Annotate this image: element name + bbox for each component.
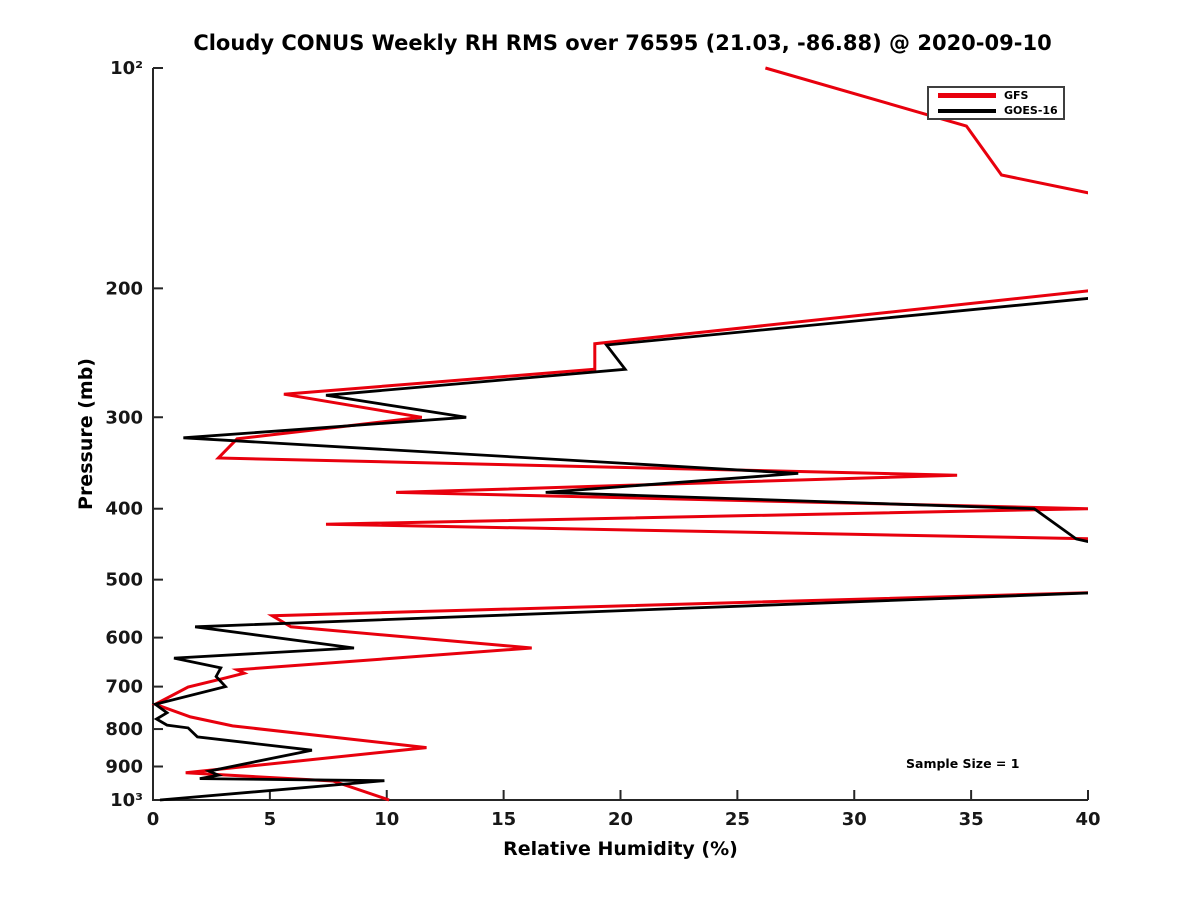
x-tick-label: 40	[1075, 809, 1100, 830]
x-tick-label: 25	[725, 809, 750, 830]
y-tick-label: 600	[105, 628, 143, 649]
legend: GFS GOES-16	[927, 86, 1065, 120]
y-tick-label: 400	[105, 499, 143, 520]
y-tick-label: 300	[105, 407, 143, 428]
y-tick-label: 10²	[110, 58, 143, 79]
gfs-line-sample	[938, 93, 996, 98]
series-group	[151, 66, 1088, 802]
y-tick-label: 700	[105, 677, 143, 698]
x-tick-label: 0	[147, 809, 160, 830]
x-tick-label: 5	[264, 809, 277, 830]
x-tick-label: 10	[374, 809, 399, 830]
legend-label-goes16: GOES-16	[1004, 104, 1058, 117]
y-tick-label: 10³	[110, 790, 143, 811]
legend-item-goes16: GOES-16	[938, 104, 1063, 117]
x-tick-label: 20	[608, 809, 633, 830]
x-tick-label: 35	[959, 809, 984, 830]
y-tick-label: 900	[105, 757, 143, 778]
x-tick-label: 30	[842, 809, 867, 830]
y-tick-label: 500	[105, 570, 143, 591]
legend-label-gfs: GFS	[1004, 89, 1029, 102]
x-axis-label: Relative Humidity (%)	[503, 838, 738, 860]
gfs-line	[151, 66, 1088, 802]
goes16-line	[152, 297, 1088, 802]
y-tick-label: 800	[105, 719, 143, 740]
chart-title: Cloudy CONUS Weekly RH RMS over 76595 (2…	[193, 31, 1052, 55]
x-tick-label: 15	[491, 809, 516, 830]
sample-size-annotation: Sample Size = 1	[906, 756, 1020, 771]
y-tick-label: 200	[105, 278, 143, 299]
goes16-line-sample	[938, 108, 996, 113]
legend-item-gfs: GFS	[938, 89, 1063, 102]
